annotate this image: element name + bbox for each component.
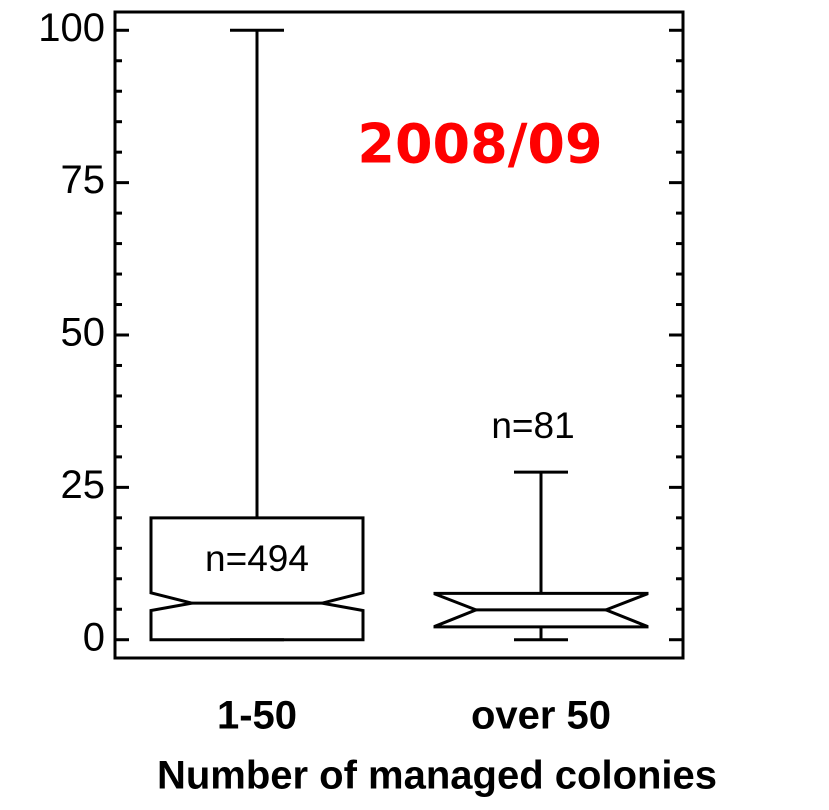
box [149,516,365,642]
y-tick-label: 100 [38,6,105,50]
plot-frame [113,10,685,660]
x-axis-label: Number of managed colonies [157,754,717,798]
y-tick-label: 0 [83,615,105,659]
x-tick-label: over 50 [471,694,611,738]
y-tick-label: 50 [61,311,106,355]
annotation-year: 2008/09 [357,113,602,176]
x-tick-label: 1-50 [217,694,297,738]
annotation-n: n=81 [491,405,574,446]
annotation-n: n=494 [205,538,309,579]
box [433,591,649,629]
y-tick-label: 75 [61,158,106,202]
y-tick-label: 25 [61,463,106,507]
